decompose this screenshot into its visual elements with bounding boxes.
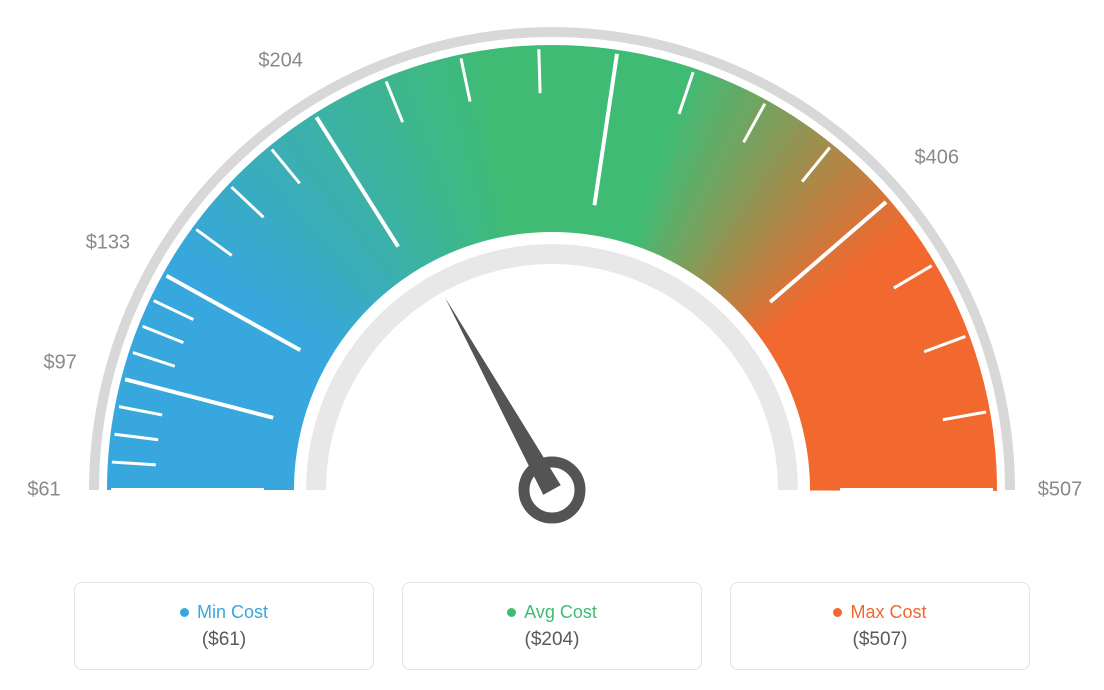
legend-avg-value: ($204) [525,629,580,651]
tick-label: $133 [86,232,131,255]
legend-card-avg: Avg Cost ($204) [402,582,702,670]
legend-min-dot [180,608,189,617]
legend-max-label: Max Cost [850,602,926,623]
gauge-svg [0,0,1104,560]
tick-label: $61 [27,479,60,502]
tick-label: $97 [44,351,77,374]
tick-label: $204 [258,49,303,72]
legend-min-top: Min Cost [180,602,268,623]
legend-avg-top: Avg Cost [507,602,597,623]
legend-max-top: Max Cost [833,602,926,623]
legend-card-min: Min Cost ($61) [74,582,374,670]
legend-card-max: Max Cost ($507) [730,582,1030,670]
legend-max-dot [833,608,842,617]
legend-row: Min Cost ($61) Avg Cost ($204) Max Cost … [0,582,1104,670]
legend-avg-dot [507,608,516,617]
cost-gauge-chart: { "gauge": { "type": "gauge", "center": … [0,0,1104,690]
legend-min-value: ($61) [202,629,246,651]
legend-max-value: ($507) [853,629,908,651]
tick-label: $406 [915,147,960,170]
tick-label: $507 [1038,479,1083,502]
legend-avg-label: Avg Cost [524,602,597,623]
gauge-area: $61$97$133$204$305$406$507 [0,0,1104,560]
legend-min-label: Min Cost [197,602,268,623]
minor-tick [539,49,540,93]
